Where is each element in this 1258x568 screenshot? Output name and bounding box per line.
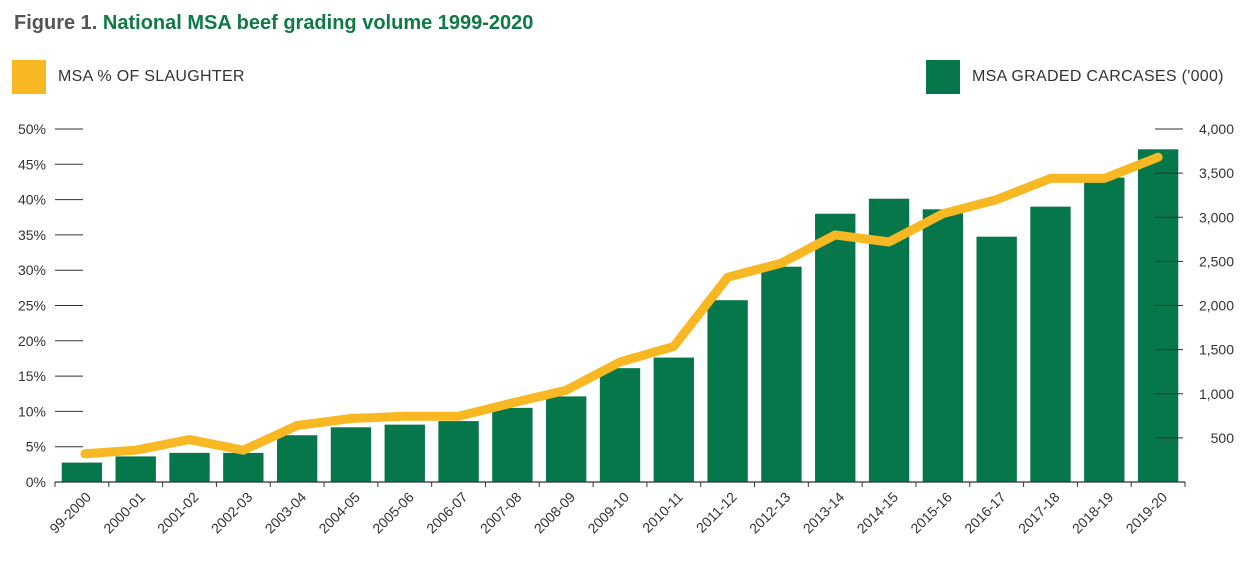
- bar-2008-09: [546, 396, 587, 482]
- left-tick-label: 30%: [18, 262, 46, 278]
- bar-2011-12: [707, 300, 748, 482]
- bar-99-2000: [61, 462, 103, 482]
- right-tick-label: 3,000: [1199, 209, 1234, 225]
- right-tick-label: 4,000: [1199, 121, 1234, 137]
- x-tick-label: 99-2000: [46, 489, 94, 537]
- legend-bar-swatch: [926, 60, 960, 94]
- bar-2016-17: [976, 236, 1017, 482]
- left-tick-label: 0%: [26, 474, 46, 490]
- bar-2012-13: [761, 266, 802, 482]
- left-y-axis: 0% 5% 10% 15% 20% 25% 30% 35% 40% 45% 50%: [18, 121, 83, 490]
- figure-title: Figure 1. National MSA beef grading volu…: [14, 12, 533, 35]
- x-tick-label: 2003-04: [262, 489, 310, 537]
- bar-2002-03: [223, 452, 264, 482]
- bar-2017-18: [1030, 206, 1071, 482]
- x-tick-label: 2017-18: [1015, 489, 1063, 537]
- bars-group: [61, 149, 1179, 483]
- left-tick-label: 15%: [18, 368, 46, 384]
- legend-bar-entry: MSA GRADED CARCASES ('000): [926, 60, 1224, 94]
- x-tick-label: 2010-11: [639, 489, 686, 536]
- bar-2015-16: [922, 209, 964, 482]
- bar-2006-07: [438, 421, 479, 482]
- x-tick-label: 2019-20: [1123, 489, 1171, 537]
- right-tick-label: 1,500: [1199, 342, 1234, 358]
- bar-2004-05: [330, 427, 372, 482]
- x-tick-label: 2012-13: [746, 489, 794, 537]
- x-tick-label: 2014-15: [854, 489, 902, 537]
- legend-line-entry: MSA % OF SLAUGHTER: [12, 60, 245, 94]
- x-tick-label: 2013-14: [800, 489, 848, 537]
- left-tick-label: 35%: [18, 227, 46, 243]
- x-tick-label: 2000-01: [100, 489, 148, 537]
- right-tick-label: 2,500: [1199, 253, 1234, 269]
- bar-2019-20: [1137, 149, 1179, 483]
- left-tick-label: 40%: [18, 192, 46, 208]
- left-tick-label: 20%: [18, 333, 46, 349]
- bar-2003-04: [276, 435, 318, 482]
- left-tick-label: 5%: [26, 439, 46, 455]
- right-tick-label: 3,500: [1199, 165, 1234, 181]
- x-tick-label: 2008-09: [531, 489, 579, 537]
- bar-2007-08: [492, 407, 533, 482]
- x-tick-label: 2011-12: [693, 489, 740, 536]
- line-series-group: [80, 152, 1163, 459]
- left-tick-label: 25%: [18, 298, 46, 314]
- x-tick-label: 2015-16: [907, 489, 955, 537]
- right-y-axis: 500 1,000 1,500 2,000 2,500 3,000 3,500 4,000: [1155, 121, 1234, 446]
- bar-2010-11: [653, 357, 694, 482]
- left-tick-label: 10%: [18, 403, 46, 419]
- x-axis: [54, 481, 1186, 487]
- msa-percent-line: [80, 152, 1163, 459]
- x-tick-label: 2001-02: [154, 489, 202, 537]
- left-tick-label: 45%: [18, 156, 46, 172]
- right-tick-label: 500: [1211, 430, 1235, 446]
- x-tick-label: 2018-19: [1069, 489, 1117, 537]
- left-tick-label: 50%: [18, 121, 46, 137]
- x-tick-label: 2002-03: [208, 489, 256, 537]
- x-tick-labels: 99-2000 2000-01 2001-02 2002-03 2003-04 2004-…: [46, 489, 1170, 537]
- x-tick-label: 2006-07: [423, 489, 471, 537]
- bar-2000-01: [115, 456, 156, 482]
- x-tick-label: 2007-08: [477, 489, 525, 537]
- legend-bar-label: MSA GRADED CARCASES ('000): [972, 68, 1224, 85]
- legend-line-label: MSA % OF SLAUGHTER: [58, 68, 245, 85]
- right-tick-label: 1,000: [1199, 386, 1234, 402]
- legend-line-swatch: [12, 60, 46, 94]
- x-tick-label: 2009-10: [584, 489, 632, 537]
- x-tick-label: 2004-05: [315, 489, 363, 537]
- bar-2013-14: [815, 213, 856, 482]
- bar-2005-06: [384, 424, 425, 482]
- right-tick-label: 2,000: [1199, 298, 1234, 314]
- x-tick-label: 2005-06: [369, 489, 417, 537]
- x-tick-label: 2016-17: [961, 489, 1009, 537]
- bar-2001-02: [169, 452, 210, 482]
- figure-number: Figure 1.: [14, 12, 98, 34]
- figure-title-text: National MSA beef grading volume 1999-20…: [102, 12, 534, 34]
- bar-2018-19: [1084, 177, 1125, 482]
- bar-2009-10: [599, 368, 641, 482]
